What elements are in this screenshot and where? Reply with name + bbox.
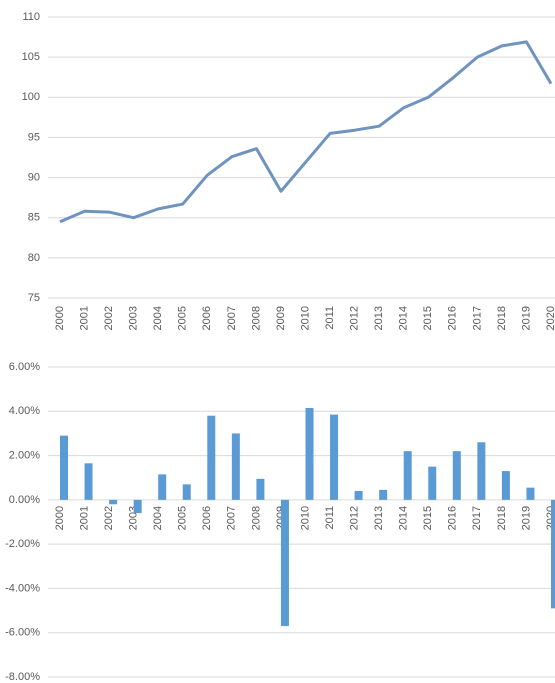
bar	[256, 478, 265, 500]
x-tick-label: 2019	[520, 506, 532, 530]
bar	[133, 499, 142, 514]
bar	[452, 451, 461, 500]
x-tick-label: 2018	[496, 306, 508, 330]
bar	[207, 415, 216, 500]
y-tick-label: 110	[22, 11, 40, 23]
x-tick-label: 2008	[250, 506, 262, 530]
x-tick-label: 2005	[177, 506, 189, 530]
y-tick-label: 4.00%	[9, 405, 40, 417]
y-tick-label: 95	[28, 131, 40, 143]
x-tick-label: 2000	[54, 506, 66, 530]
x-tick-label: 2005	[177, 306, 189, 330]
y-tick-label: -8.00%	[5, 671, 40, 683]
x-tick-label: 2013	[373, 306, 385, 330]
bar	[501, 471, 510, 500]
x-tick-label: 2011	[324, 306, 336, 330]
x-tick-label: 2001	[78, 506, 90, 530]
bar	[379, 489, 388, 500]
x-tick-label: 2017	[471, 306, 483, 330]
line	[59, 40, 553, 224]
y-tick-label: 0.00%	[9, 494, 40, 506]
bar	[280, 499, 289, 627]
x-tick-label: 2000	[54, 306, 66, 330]
x-tick-label: 2008	[250, 306, 262, 330]
x-tick-label: 2002	[103, 306, 115, 330]
x-tick-label: 2020	[545, 506, 555, 530]
x-tick-label: 2019	[520, 306, 532, 330]
x-tick-label: 2012	[349, 306, 361, 330]
bar	[403, 451, 412, 500]
x-tick-label: 2007	[226, 306, 238, 330]
x-tick-label: 2004	[152, 306, 164, 330]
y-tick-label: 105	[22, 51, 40, 63]
bar	[109, 499, 118, 505]
x-tick-label: 2007	[226, 506, 238, 530]
bar	[60, 435, 68, 500]
bar	[477, 442, 486, 500]
x-tick-label: 2014	[398, 306, 410, 330]
x-tick-label: 2006	[201, 306, 213, 330]
x-tick-label: 2018	[496, 506, 508, 530]
x-tick-label: 2012	[349, 506, 361, 530]
y-tick-label: 90	[28, 171, 40, 183]
bar	[526, 487, 535, 500]
bar	[428, 466, 437, 500]
y-tick-label: 2.00%	[9, 449, 40, 461]
x-tick-label: 2010	[299, 506, 311, 530]
y-tick-label: 85	[28, 212, 40, 224]
x-tick-label: 2016	[447, 506, 459, 530]
x-tick-label: 2003	[128, 306, 140, 330]
x-tick-label: 2017	[471, 506, 483, 530]
y-tick-label: -2.00%	[5, 538, 40, 550]
x-tick-label: 2013	[373, 506, 385, 530]
y-tick-label: -6.00%	[5, 627, 40, 639]
bar	[354, 491, 363, 500]
bar	[551, 499, 555, 609]
x-tick-label: 2004	[152, 506, 164, 530]
y-tick-label: 80	[28, 252, 40, 264]
y-tick-label: 6.00%	[9, 361, 40, 373]
x-tick-label: 2016	[447, 306, 459, 330]
x-tick-label: 2020	[545, 306, 555, 330]
x-tick-label: 2001	[78, 306, 90, 330]
bar	[182, 484, 191, 500]
x-tick-label: 2015	[422, 506, 434, 530]
bar	[231, 433, 240, 500]
x-tick-label: 2002	[103, 506, 115, 530]
x-tick-label: 2006	[201, 506, 213, 530]
x-tick-label: 2010	[299, 306, 311, 330]
bar	[305, 407, 314, 500]
y-tick-label: 75	[28, 292, 40, 304]
x-tick-label: 2009	[275, 306, 287, 330]
bar	[330, 414, 339, 500]
x-tick-label: 2014	[398, 506, 410, 530]
y-tick-label: -4.00%	[5, 582, 40, 594]
bar	[84, 463, 93, 500]
y-tick-label: 100	[22, 91, 40, 103]
x-tick-label: 2015	[422, 306, 434, 330]
x-tick-label: 2011	[324, 506, 336, 530]
bar	[158, 474, 167, 500]
